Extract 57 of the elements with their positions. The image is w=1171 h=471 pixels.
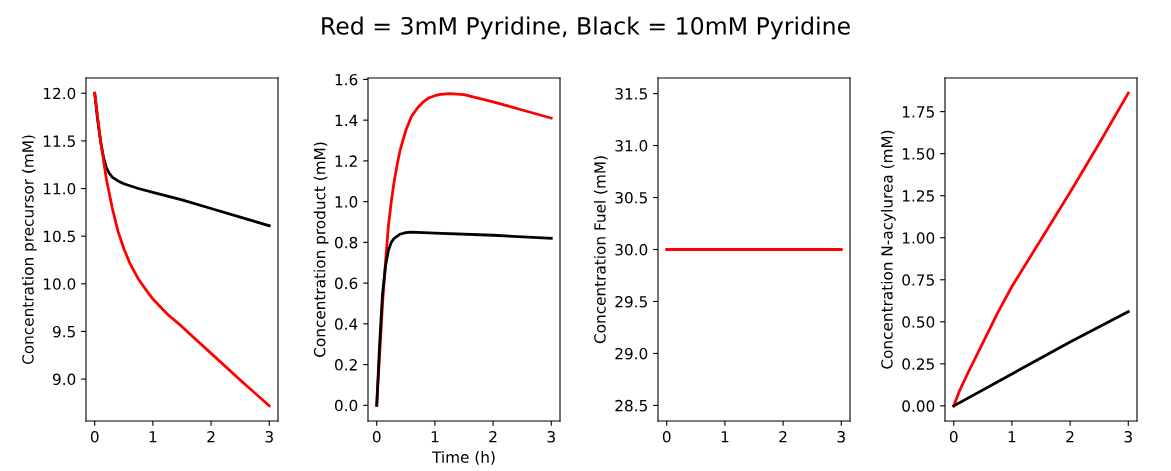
line-series — [952, 310, 1130, 408]
y-tick-label: 0.50 — [902, 316, 935, 328]
y-tick-label: 31.0 — [615, 140, 648, 152]
x-tick-label: 0 — [949, 430, 958, 443]
x-tick-label: 0 — [90, 430, 99, 443]
y-tick-label: 1.00 — [902, 232, 935, 244]
y-tick-label: 0.4 — [334, 318, 358, 330]
x-tick-label: 3 — [265, 430, 273, 443]
y-tick-label: 1.25 — [902, 190, 934, 202]
y-tick-label: 12.0 — [43, 87, 76, 100]
y-tick-label: 1.6 — [335, 73, 358, 86]
y-tick-label: 28.5 — [615, 399, 647, 412]
x-tick-label: 2 — [207, 430, 215, 443]
x-tick-label: 1 — [431, 431, 439, 443]
y-tick-label: 10.5 — [43, 230, 75, 243]
y-tick-label: 0.8 — [334, 236, 358, 249]
y-tick-label: 0.75 — [902, 274, 934, 286]
y-tick-label: 0.6 — [334, 277, 358, 290]
y-axis-title: Concentration precursor (mM) — [21, 135, 37, 365]
y-tick-label: 1.75 — [902, 106, 934, 118]
y-tick-label: 0.00 — [902, 400, 935, 412]
y-tick-label: 9.0 — [52, 373, 76, 386]
x-tick-label: 2 — [779, 430, 787, 443]
y-axis-title: Concentration Fuel (mM) — [593, 156, 608, 344]
x-tick-label: 2 — [489, 430, 497, 443]
y-tick-label: 1.2 — [335, 155, 357, 167]
line-series — [93, 91, 271, 408]
x-tick-label: 3 — [837, 430, 845, 443]
y-tick-label: 1.50 — [902, 148, 935, 160]
x-tick-label: 2 — [1066, 430, 1074, 443]
y-tick-label: 31.5 — [615, 88, 647, 100]
line-series — [952, 91, 1130, 408]
y-tick-label: 30.5 — [615, 192, 647, 204]
x-tick-label: 1 — [721, 431, 729, 443]
y-axis-title: Concentration product (mM) — [313, 142, 329, 357]
y-tick-label: 0.25 — [902, 358, 934, 370]
y-tick-label: 10.0 — [43, 278, 76, 290]
y-axis-title: Concentration N-acylurea (mM) — [880, 130, 896, 369]
y-tick-label: 1.4 — [335, 114, 358, 126]
chart-title: Red = 3mM Pyridine, Black = 10mM Pyridine — [322, 16, 850, 40]
line-series — [375, 230, 553, 407]
x-tick-label: 1 — [1008, 431, 1016, 443]
y-tick-label: 11.0 — [43, 182, 76, 195]
x-axis-title: Time (h) — [432, 451, 495, 465]
y-tick-label: 29.5 — [615, 295, 647, 308]
x-tick-label: 3 — [1124, 430, 1132, 443]
y-tick-label: 11.5 — [43, 135, 75, 147]
y-tick-label: 29.0 — [615, 347, 648, 360]
x-tick-label: 0 — [372, 430, 381, 443]
x-tick-label: 1 — [149, 431, 157, 443]
x-tick-label: 3 — [547, 430, 555, 443]
y-tick-label: 0.0 — [334, 399, 358, 412]
y-tick-label: 9.5 — [52, 325, 75, 338]
y-tick-label: 1.0 — [335, 196, 358, 208]
y-tick-label: 30.0 — [615, 243, 648, 256]
x-tick-label: 0 — [662, 430, 671, 443]
y-tick-label: 0.2 — [334, 359, 357, 371]
